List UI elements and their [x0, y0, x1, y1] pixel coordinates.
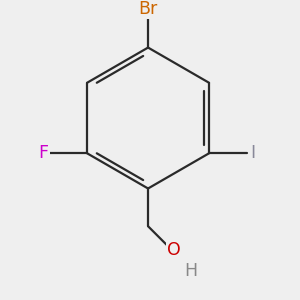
Text: O: O — [167, 242, 181, 260]
Text: Br: Br — [138, 0, 158, 18]
Text: H: H — [184, 262, 197, 280]
Text: F: F — [38, 144, 49, 162]
Text: I: I — [250, 144, 255, 162]
